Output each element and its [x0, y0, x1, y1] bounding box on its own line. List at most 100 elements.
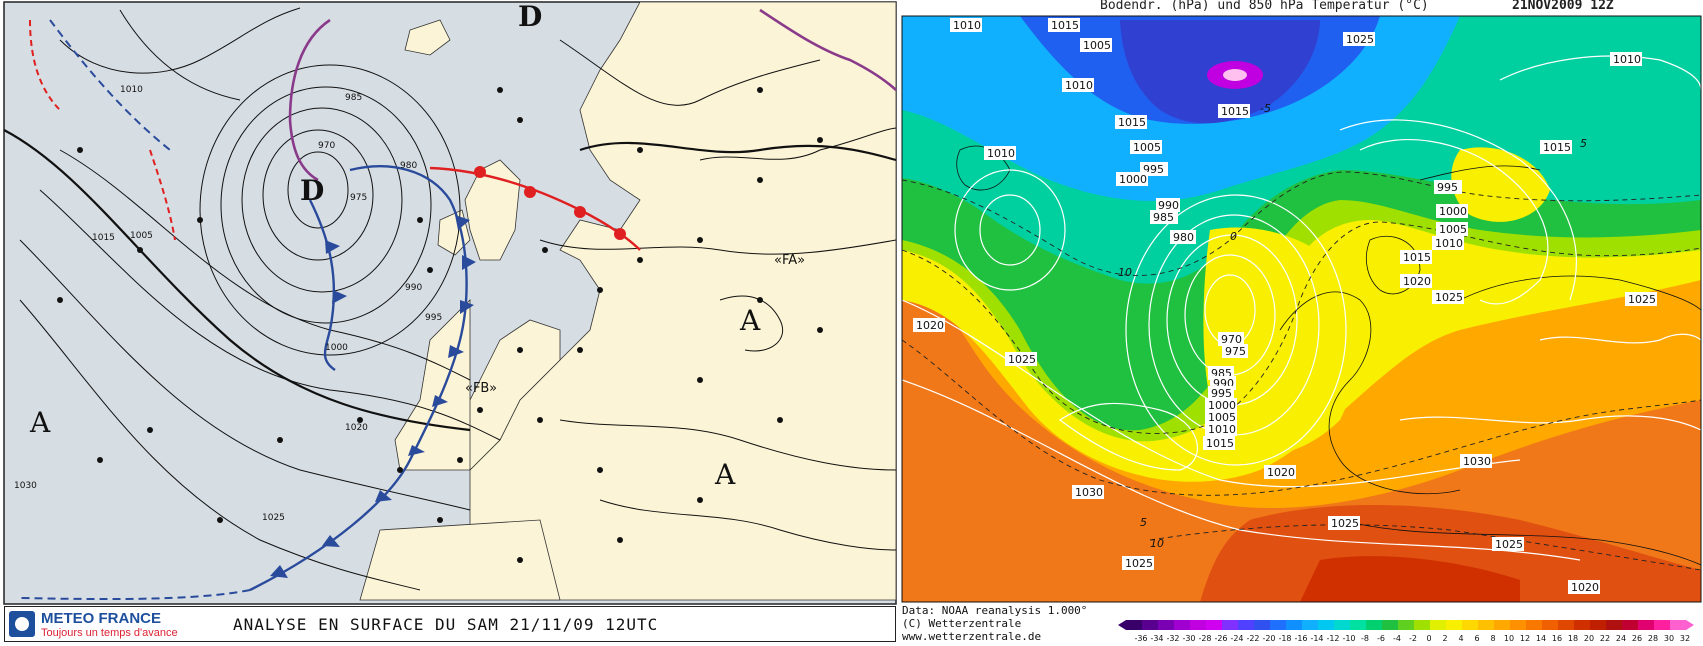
meteo-france-logo-icon — [9, 611, 35, 637]
isobar-label: 1025 — [262, 513, 285, 523]
surface-analysis-panel: D D A A A «FB» «FA» 970 975 980 985 990 … — [3, 0, 897, 642]
colorbar-swatch — [1318, 620, 1334, 630]
colorbar-swatch — [1638, 620, 1654, 630]
isobar-label: 1000 — [1439, 205, 1467, 218]
colorbar-tick-label: 10 — [1504, 634, 1514, 643]
isobar-label: 1025 — [1346, 33, 1374, 46]
colorbar-tick-label: 30 — [1664, 634, 1674, 643]
credit-line: www.wetterzentrale.de — [902, 630, 1042, 643]
isobar-label: 1025 — [1628, 293, 1656, 306]
colorbar-tick-label: 26 — [1632, 634, 1642, 643]
colorbar-tick-label: 18 — [1568, 634, 1578, 643]
colorbar-swatch — [1126, 620, 1142, 630]
colorbar-swatch — [1334, 620, 1350, 630]
high-pressure-center: A — [29, 406, 51, 439]
high-pressure-center: A — [714, 458, 736, 491]
colorbar-tick-label: 32 — [1680, 634, 1690, 643]
colorbar-tick-label: 20 — [1584, 634, 1594, 643]
isobar-label: 995 — [1211, 387, 1232, 400]
credit-line: (C) Wetterzentrale — [902, 617, 1022, 630]
colorbar-swatch — [1558, 620, 1574, 630]
colorbar-tick-label: -16 — [1294, 634, 1307, 643]
station-observations — [57, 87, 823, 563]
isobar-label: 1005 — [1439, 223, 1467, 236]
colorbar-swatch — [1206, 620, 1222, 630]
isobar-label: 1005 — [130, 231, 153, 241]
temperature-label: 0 — [1230, 230, 1237, 243]
colorbar-swatch — [1254, 620, 1270, 630]
colorbar-swatch — [1622, 620, 1638, 630]
colorbar-swatch — [1222, 620, 1238, 630]
colorbar-tick-label: -2 — [1409, 634, 1417, 643]
colorbar-tick-label: 22 — [1600, 634, 1610, 643]
colorbar-arrow-right — [1686, 620, 1694, 630]
isobar-label: 1000 — [1119, 173, 1147, 186]
colorbar-tick-label: 24 — [1616, 634, 1626, 643]
colorbar-tick-label: 28 — [1648, 634, 1658, 643]
colorbar-tick-label: -22 — [1246, 634, 1259, 643]
temperature-label: 5 — [1580, 137, 1587, 150]
colorbar-swatch — [1494, 620, 1510, 630]
low-pressure-center: D — [300, 174, 324, 207]
temperature-colorbar: -36 -34 -32 -30 -28 -26 -24 -22 -20 -18 -16 -14 -12-… — [1118, 620, 1694, 643]
colorbar-swatch — [1158, 620, 1174, 630]
dashed-cold-front — [19, 19, 251, 601]
colorbar-swatch — [1462, 620, 1478, 630]
colorbar-tick-label: -28 — [1198, 634, 1211, 643]
brand-tagline: Toujours un temps d'avance — [41, 627, 178, 639]
isobar-label: 1015 — [1221, 105, 1249, 118]
colorbar-tick-label: 2 — [1442, 634, 1447, 643]
isobar-label: 1025 — [1008, 353, 1036, 366]
colorbar-swatch — [1526, 620, 1542, 630]
temperature-label: 10 — [1150, 537, 1164, 550]
reanalysis-panel: Bodendr. (hPa) und 850 hPa Temperatur (°… — [900, 0, 1703, 646]
warm-front — [29, 19, 641, 251]
colorbar-swatch — [1446, 620, 1462, 630]
colorbar-swatch — [1174, 620, 1190, 630]
colorbar-tick-label: 12 — [1520, 634, 1530, 643]
colorbar-tick-label: -12 — [1326, 634, 1339, 643]
isobar-label: 1030 — [1463, 455, 1491, 468]
isobar-label: 1005 — [1133, 141, 1161, 154]
colorbar-swatch — [1510, 620, 1526, 630]
colorbar-tick-label: 6 — [1474, 634, 1479, 643]
colorbar-swatch — [1382, 620, 1398, 630]
colorbar-swatch — [1542, 620, 1558, 630]
isobar-label: 1020 — [1267, 466, 1295, 479]
low-pressure-center: D — [518, 0, 542, 33]
isobar-label: 970 — [1221, 333, 1242, 346]
colorbar-tick-label: -26 — [1214, 634, 1227, 643]
isobar-label: 1015 — [1543, 141, 1571, 154]
isobar-label: 985 — [345, 93, 362, 103]
colorbar-swatch — [1430, 620, 1446, 630]
isobar-label: 1020 — [916, 319, 944, 332]
colorbar-swatch — [1606, 620, 1622, 630]
isobar-label: 1025 — [1125, 557, 1153, 570]
meteo-france-footer: METEO FRANCE Toujours un temps d'avance … — [4, 606, 896, 642]
isobar-label: 1020 — [1571, 581, 1599, 594]
isobar-label: 975 — [1225, 345, 1246, 358]
temperature-label: -5 — [1260, 102, 1271, 115]
colorbar-tick-label: -10 — [1342, 634, 1355, 643]
colorbar-tick-label: -36 — [1134, 634, 1147, 643]
colorbar-tick-label: -14 — [1310, 634, 1323, 643]
isobar-label: 980 — [1173, 231, 1194, 244]
credit-line: Data: NOAA reanalysis 1.000° — [902, 604, 1088, 617]
isobar-label: 1025 — [1495, 538, 1523, 551]
isobar-label: 1010 — [1435, 237, 1463, 250]
isobar-label: 1010 — [953, 19, 981, 32]
colorbar-swatch — [1654, 620, 1670, 630]
isobar-label: 1010 — [120, 85, 143, 95]
isobar-label: 1025 — [1435, 291, 1463, 304]
cold-front — [249, 165, 476, 592]
isobar-label: 975 — [350, 193, 367, 203]
isobar-label: 995 — [425, 313, 442, 323]
colorbar-swatch — [1190, 620, 1206, 630]
front-label: «FB» — [465, 381, 497, 396]
temperature-map: 1010 1015 1010 1005 1025 1015 1010 1015 … — [901, 15, 1702, 603]
temperature-contours — [902, 171, 1701, 571]
chart-date: 21NOV2009 12Z — [1512, 0, 1614, 13]
isobar-label: 1030 — [14, 481, 37, 491]
colorbar-tick-label: -24 — [1230, 634, 1243, 643]
brand-name: METEO FRANCE — [41, 610, 161, 627]
